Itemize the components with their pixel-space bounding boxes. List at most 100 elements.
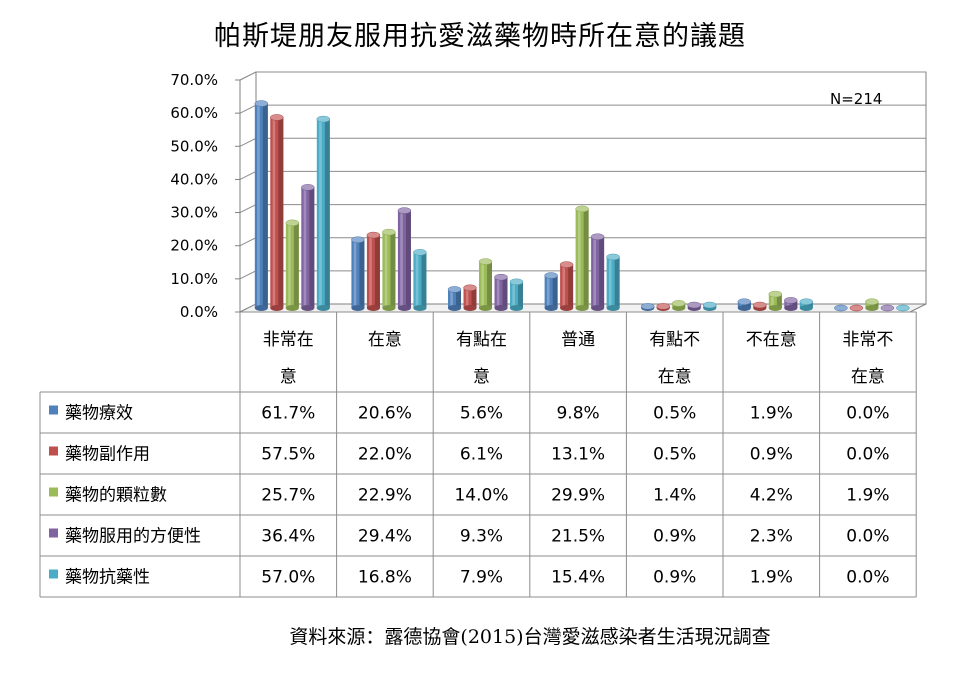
bar [509,278,524,311]
gridline-side [239,270,257,280]
bar-shade [405,210,411,308]
bar [702,301,717,311]
bar-top [880,304,895,312]
y-tick-label: 0.0% [180,303,218,321]
series-name: 藥物副作用 [65,445,150,465]
bar-shade [374,235,380,308]
bar-bottom [672,305,686,311]
chart-title: 帕斯堤朋友服用抗愛滋藥物時所在意的議題 [214,21,746,52]
category-label: 不在意 [746,330,797,350]
data-label: 0.9% [653,568,696,588]
bar-shade [568,264,574,308]
bar [640,303,655,311]
bar-shade [487,261,492,308]
bar-highlight [867,301,871,308]
bar [768,290,783,311]
bar-top [753,301,767,309]
source-caption: 資料來源：露德協會(2015)台灣愛滋感染者生活現況調查 [289,626,771,648]
bar-highlight [303,187,307,308]
gridline-side [239,104,257,114]
bar-top [544,272,558,279]
data-label: 0.0% [846,404,889,424]
bar-top [687,301,701,309]
y-tick-label: 60.0% [170,104,218,122]
bar [737,298,752,311]
bar-highlight [771,294,774,308]
bar [559,261,574,311]
category-label: 在意 [658,367,692,387]
bar [865,298,879,311]
bar-highlight [450,289,453,308]
bar-highlight [353,239,357,308]
bar-top [656,303,670,310]
data-label: 1.9% [750,404,793,424]
legend-swatch [49,405,58,415]
bar [849,304,864,312]
series-name: 藥物服用的方便性 [65,527,201,547]
bar [784,297,798,311]
bar-shade [552,275,558,308]
bar [463,284,477,311]
bar-bottom [494,305,508,311]
legend-swatch [49,446,58,456]
bar-bottom [591,305,605,311]
bar-shade [745,301,751,308]
series-name: 藥物抗藥性 [65,568,150,588]
bar [880,304,895,312]
bar [687,301,701,311]
bar-highlight [786,300,790,308]
bar-shade [807,301,813,308]
bar-top [447,286,462,293]
bar-shade [278,117,284,308]
bar-top [397,207,412,214]
bar-bottom [382,305,396,311]
data-label: 22.0% [358,445,412,465]
bar-shade [471,287,477,308]
bar-highlight [593,236,597,308]
bar-bottom [799,305,813,311]
bar-bottom [463,305,477,311]
bar-highlight [546,275,550,308]
y-tick-label: 70.0% [170,71,218,89]
bar-bottom [397,305,411,311]
series-name: 藥物療效 [65,404,133,424]
bar-highlight [415,252,419,308]
bar [478,258,493,311]
bar [753,301,767,311]
bar [254,100,269,311]
bar-shade [873,301,879,308]
bar-bottom [351,305,365,311]
gridline-side [239,71,257,81]
bar-highlight [577,208,581,308]
bar [590,233,605,311]
bar-top [849,304,864,312]
data-label: 29.4% [358,527,412,547]
category-label: 有點不 [649,330,700,350]
category-label: 普通 [561,330,595,350]
bar-top [301,184,315,191]
bar-top [316,115,331,123]
bar [316,115,331,311]
bar-bottom [301,305,315,311]
bar [575,205,589,311]
category-label: 在意 [368,330,402,350]
data-label: 16.8% [358,568,412,588]
bar-body [784,300,798,308]
bar [366,231,381,311]
bar [606,253,620,311]
bar-bottom [865,305,879,311]
data-label: 2.3% [750,527,793,547]
bar-top [351,236,365,243]
bar-highlight [802,301,805,308]
data-label: 0.5% [653,445,696,465]
bar [382,228,396,311]
bar-highlight [272,117,276,308]
bar-shade [309,187,315,308]
data-label: 4.2% [750,486,793,506]
bar-highlight [369,235,372,308]
bar [270,114,284,311]
category-label: 在意 [851,367,885,387]
bar-bottom [606,305,620,311]
side-wall [239,71,257,313]
